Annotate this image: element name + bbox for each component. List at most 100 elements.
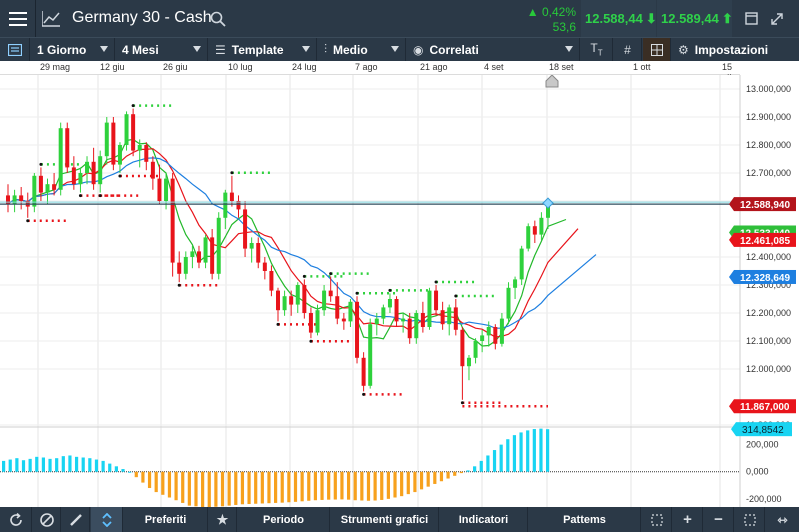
oscillator-bar bbox=[340, 471, 344, 500]
chart-type-button[interactable] bbox=[36, 0, 66, 37]
candle-body bbox=[427, 290, 432, 327]
oscillator-bar bbox=[532, 429, 536, 472]
oscillator-bar bbox=[267, 471, 271, 504]
price-axis-label: 12.300,000 bbox=[746, 280, 791, 290]
date-label: 7 ago bbox=[355, 62, 378, 72]
candle-body bbox=[203, 237, 208, 263]
zoom-reset-button[interactable] bbox=[735, 507, 765, 532]
scroll-marker-icon[interactable] bbox=[545, 75, 559, 88]
header: Germany 30 - Cash ▲ 0,42% 53,6 12.588,44… bbox=[0, 0, 799, 37]
candle-body bbox=[236, 201, 241, 210]
chart-grid bbox=[0, 75, 799, 507]
zoom-out-button[interactable] bbox=[642, 507, 672, 532]
fractal-high-dot bbox=[39, 162, 43, 166]
search-button[interactable] bbox=[206, 0, 230, 37]
text-tool-button[interactable]: TT bbox=[581, 38, 613, 61]
move-button[interactable] bbox=[91, 507, 123, 532]
oscillator-bar bbox=[473, 466, 477, 472]
refresh-button[interactable] bbox=[0, 507, 32, 532]
oscillator-bar bbox=[2, 460, 6, 472]
menu-icon bbox=[8, 11, 27, 26]
range-label: 4 Mesi bbox=[122, 42, 159, 57]
candle-body bbox=[420, 313, 425, 327]
oscillator-bar bbox=[128, 471, 132, 473]
template-dropdown[interactable]: ☰ Template bbox=[209, 38, 317, 61]
oscillator-bar bbox=[81, 457, 85, 472]
candle-body bbox=[262, 262, 267, 271]
medium-label: Medio bbox=[333, 42, 368, 57]
correlated-dropdown[interactable]: ◉ Correlati bbox=[407, 38, 580, 61]
crosshair-button[interactable] bbox=[643, 38, 671, 61]
candle-body bbox=[460, 329, 465, 367]
period-button[interactable]: Periodo bbox=[238, 507, 330, 532]
draw-button[interactable] bbox=[62, 507, 90, 532]
drawing-tools-button[interactable]: Strumenti grafici bbox=[331, 507, 439, 532]
interval-dropdown[interactable]: 1 Giorno bbox=[31, 38, 115, 61]
oscillator-tag-pointer bbox=[731, 422, 736, 437]
buy-price-button[interactable]: 12.589,44 ⬆ bbox=[657, 0, 733, 37]
candle-body bbox=[513, 279, 518, 288]
candle-body bbox=[315, 310, 320, 333]
zoom-minus-button[interactable]: − bbox=[704, 507, 734, 532]
arrow-up-icon: ⬆ bbox=[721, 10, 733, 26]
candle-body bbox=[216, 217, 221, 274]
grid-icon: # bbox=[624, 42, 631, 57]
candle-body bbox=[137, 145, 142, 151]
grid-button[interactable]: # bbox=[614, 38, 642, 61]
oscillator-bar bbox=[300, 471, 304, 502]
candle-body bbox=[348, 301, 353, 322]
oscillator-bar bbox=[413, 471, 417, 493]
patterns-button[interactable]: Pattems bbox=[529, 507, 641, 532]
caret-down-icon bbox=[391, 46, 399, 52]
fractal-low-dot bbox=[78, 194, 82, 198]
expand-button[interactable] bbox=[766, 0, 788, 37]
price-axis-label: 12.000,000 bbox=[746, 364, 791, 374]
oscillator-bar bbox=[393, 471, 397, 498]
candle-body bbox=[276, 290, 280, 311]
oscillator-bar bbox=[194, 471, 198, 507]
zoom-in-button[interactable]: + bbox=[673, 507, 703, 532]
date-label: 21 ago bbox=[420, 62, 448, 72]
favorite-star-button[interactable]: ★ bbox=[209, 507, 237, 532]
oscillator-bar bbox=[287, 471, 291, 503]
price-chart[interactable]: 13.000,000 12.900,000 12.800,000 12.700,000… bbox=[0, 75, 799, 507]
candle-body bbox=[223, 192, 228, 218]
oscillator-bar bbox=[35, 456, 39, 472]
oscillator-bar bbox=[346, 471, 351, 500]
fractal-high-dot bbox=[434, 280, 438, 284]
price-axis-label: 12.800,000 bbox=[746, 140, 791, 150]
window-button[interactable] bbox=[740, 0, 762, 37]
candle-body bbox=[486, 327, 491, 336]
menu-button[interactable] bbox=[0, 0, 36, 37]
candle-body bbox=[229, 192, 234, 201]
layout-button[interactable] bbox=[0, 38, 30, 61]
candle-body bbox=[38, 175, 43, 193]
candle-body bbox=[473, 341, 478, 358]
fractal-low-dot bbox=[460, 401, 464, 405]
date-label: 18 set bbox=[549, 62, 574, 72]
range-dropdown[interactable]: 4 Mesi bbox=[116, 38, 208, 61]
oscillator-bar bbox=[400, 471, 404, 497]
current-price-marker[interactable] bbox=[542, 197, 554, 209]
oscillator-bar bbox=[88, 458, 92, 472]
sell-price-button[interactable]: 12.588,44 ⬇ bbox=[581, 0, 657, 37]
price-axis-label: 12.200,000 bbox=[746, 308, 791, 318]
fractal-levels bbox=[26, 104, 548, 408]
favorites-button[interactable]: Preferiti bbox=[124, 507, 208, 532]
price-tag-pointer bbox=[729, 399, 734, 414]
candle-body bbox=[58, 128, 63, 190]
oscillator-bar bbox=[181, 471, 185, 503]
oscillator-bar bbox=[333, 471, 337, 500]
oscillator-bar bbox=[121, 469, 125, 472]
price-axis-label: 12.100,000 bbox=[746, 336, 791, 346]
oscillator-bar bbox=[74, 456, 79, 472]
oscillator-bar bbox=[55, 458, 59, 472]
fit-button[interactable]: ⇿ bbox=[766, 507, 799, 532]
candle-body bbox=[387, 299, 392, 308]
indicators-button[interactable]: Indicatori bbox=[440, 507, 528, 532]
settings-button[interactable]: ⚙ Impostazioni bbox=[672, 38, 799, 61]
gear-icon: ⚙ bbox=[678, 42, 689, 57]
medium-dropdown[interactable]: ⫶ Medio bbox=[318, 38, 406, 61]
oscillator-bar bbox=[274, 471, 278, 503]
clear-button[interactable] bbox=[33, 507, 61, 532]
